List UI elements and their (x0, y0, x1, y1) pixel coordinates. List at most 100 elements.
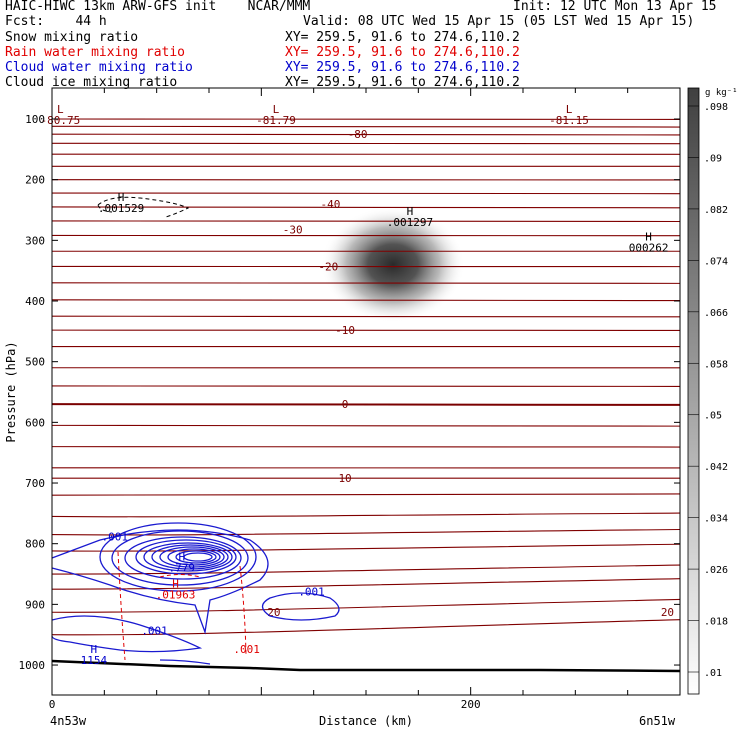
temperature-contour-label: -80 (348, 128, 368, 141)
forecast-hour: Fcst: 44 h (5, 14, 107, 29)
temperature-contours (51, 118, 681, 636)
temperature-contour-line (51, 619, 681, 636)
temperature-contour-line (51, 282, 681, 284)
contour-label: .001 (233, 643, 260, 656)
x-left-endpoint: 4n53w (50, 714, 87, 728)
colorbar-tick-label: .058 (704, 359, 728, 370)
temperature-contour-line (51, 192, 681, 195)
colorbar-tick-label: .01 (704, 668, 722, 679)
colorbar-tick-label: .09 (704, 153, 722, 164)
temperature-contour-line (51, 299, 681, 302)
temperature-contour-line (51, 125, 681, 128)
distance-axis: 0 200 (49, 88, 681, 711)
field-xy-cloud-water: XY= 259.5, 91.6 to 274.6,110.2 (285, 60, 520, 75)
pressure-tick-label: 400 (25, 295, 45, 308)
extremum-value: 1154 (81, 654, 108, 667)
colorbar-tick-label: .042 (704, 462, 728, 473)
x-axis-label: Distance (km) (319, 714, 413, 728)
contour-label: .001 (102, 531, 129, 544)
extremum-marker: H (407, 205, 414, 218)
colorbar-tick-label: .034 (704, 514, 728, 525)
pressure-tick-label: 300 (25, 234, 45, 247)
pressure-tick-label: 100 (25, 113, 45, 126)
mixing-ratio-contour-labels: .001 .001 .001 .001 (102, 531, 325, 656)
terrain-line (51, 659, 681, 673)
colorbar-tick-label: .074 (704, 256, 728, 267)
pressure-tick-label: 900 (25, 598, 45, 611)
distance-tick-label: 200 (461, 698, 481, 711)
extrema-labels: L-80.75L-81.79L-81.15H.001529 H.001297H00… (40, 103, 668, 667)
colorbar-tick-label: .066 (704, 308, 728, 319)
temperature-contour-label: 0 (342, 398, 349, 411)
plot-frame (51, 87, 681, 696)
snow-contour (97, 196, 190, 218)
pressure-tick-label: 1000 (19, 659, 46, 672)
colorbar-tick-label: .05 (704, 411, 722, 422)
contour-label: .001 (298, 585, 325, 598)
field-name-snow: Snow mixing ratio (5, 30, 139, 45)
temperature-contour-line (51, 598, 681, 613)
temperature-contour-line (51, 424, 681, 427)
valid-time: Valid: 08 UTC Wed 15 Apr 15 (05 LST Wed … (303, 14, 695, 29)
extremum-value: .001529 (98, 202, 144, 215)
y-axis-label: Pressure (hPa) (4, 341, 18, 442)
field-xy-cloud-ice: XY= 259.5, 91.6 to 274.6,110.2 (285, 75, 520, 90)
pressure-tick-label: 200 (25, 174, 45, 187)
temperature-contour-label: 20 (661, 606, 674, 619)
distance-tick-label: 0 (49, 698, 56, 711)
colorbar-unit: g kg⁻¹ (705, 88, 738, 98)
extremum-marker: H (645, 230, 652, 243)
pressure-tick-label: 800 (25, 538, 45, 551)
extremum-marker: L (566, 103, 573, 116)
temperature-contour-label: -20 (318, 260, 338, 273)
temperature-contour-label: -40 (320, 198, 340, 211)
extremum-marker: H (91, 643, 98, 656)
extremum-marker: H (172, 577, 179, 590)
contour-label: .001 (141, 625, 168, 638)
colorbar-tick-label: .098 (704, 102, 728, 113)
extremum-value: -81.15 (549, 114, 589, 127)
colorbar-tick-label: .082 (704, 205, 728, 216)
temperature-contour-line (51, 220, 681, 223)
pressure-tick-label: 600 (25, 416, 45, 429)
temperature-contour-label: -10 (335, 324, 355, 337)
extremum-value: .01963 (156, 588, 196, 601)
temperature-contour-line (51, 133, 681, 136)
cloud-water-contours (51, 522, 340, 665)
temperature-contour-line (51, 403, 681, 406)
model-title: HAIC-HIWC 13km ARW-GFS init NCAR/MMM (5, 0, 311, 14)
rain-water-contours (117, 551, 247, 661)
extremum-value: .779 (169, 562, 196, 575)
temperature-contour-line (51, 493, 681, 496)
field-xy-snow: XY= 259.5, 91.6 to 274.6,110.2 (285, 30, 520, 45)
temperature-contour-line (51, 385, 681, 387)
colorbar-tick-label: .018 (704, 617, 728, 628)
temperature-contour-line (51, 543, 681, 552)
temperature-contour-line (51, 142, 681, 145)
colorbar-ticks: .01 .018 .026 .034 .042 .05 .058 .066 .074 .082 .0… (688, 102, 728, 679)
init-time: Init: 12 UTC Mon 13 Apr 15 (513, 0, 717, 14)
extremum-marker: H (178, 551, 185, 564)
field-xy-rain: XY= 259.5, 91.6 to 274.6,110.2 (285, 45, 520, 60)
field-name-cloud-water: Cloud water mixing ratio (5, 60, 193, 75)
x-right-endpoint: 6n51w (639, 714, 676, 728)
temperature-contour-line (51, 528, 681, 536)
temperature-contour-line (51, 206, 681, 209)
pressure-tick-label: 700 (25, 477, 45, 490)
temperature-contour-label: -30 (283, 223, 303, 236)
temperature-contour-line (51, 315, 681, 318)
field-name-rain: Rain water mixing ratio (5, 45, 186, 60)
extremum-value: .001297 (387, 216, 433, 229)
colorbar (687, 87, 700, 695)
extremum-value: 000262 (629, 241, 669, 254)
field-name-cloud-ice: Cloud ice mixing ratio (5, 75, 178, 90)
extremum-marker: L (273, 103, 280, 116)
temperature-contour-line (51, 512, 681, 518)
extremum-marker: H (118, 191, 125, 204)
temperature-contour-label: 10 (338, 472, 351, 485)
temperature-contour-line (51, 564, 681, 575)
colorbar-tick-label: .026 (704, 565, 728, 576)
